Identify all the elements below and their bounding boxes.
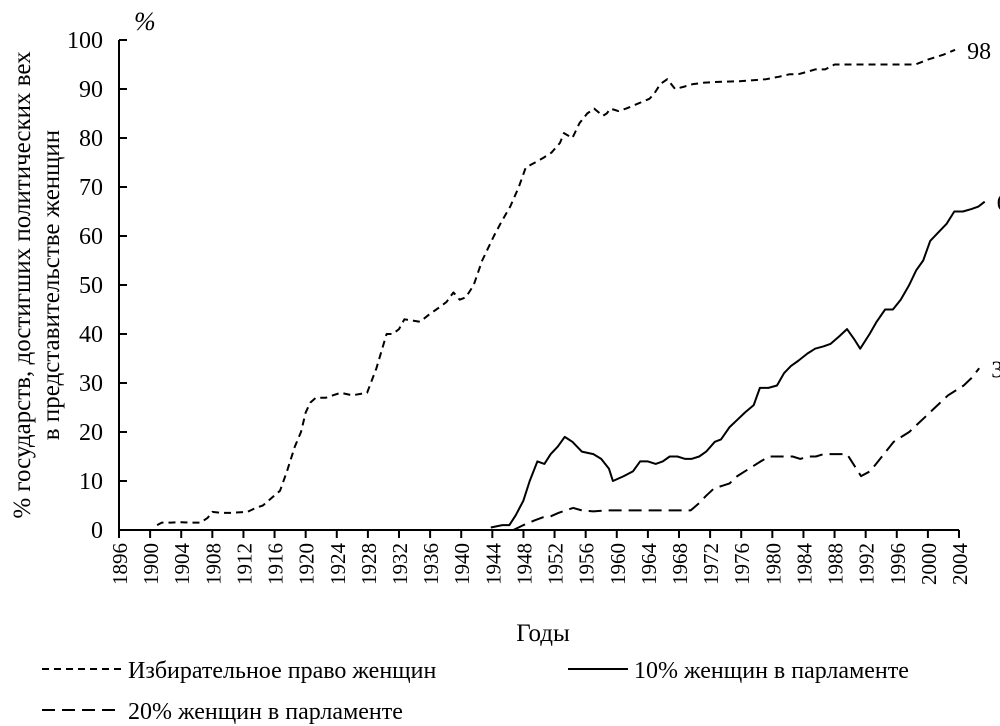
y-tick-label: 100 bbox=[67, 28, 103, 54]
x-tick-label: 1996 bbox=[886, 543, 910, 585]
x-tick-label: 1932 bbox=[388, 543, 412, 585]
x-tick-label: 1956 bbox=[575, 543, 599, 585]
x-axis-title: Годы bbox=[516, 620, 570, 647]
y-tick-label: 60 bbox=[79, 224, 103, 250]
series-end-label-10pct: 67 bbox=[997, 191, 1000, 217]
x-tick-label: 1968 bbox=[668, 543, 692, 585]
series-line-10pct bbox=[490, 200, 986, 529]
x-tick-label: 1908 bbox=[201, 543, 225, 585]
y-tick-label: 0 bbox=[91, 518, 103, 544]
series-line-20pct bbox=[512, 367, 980, 531]
x-tick-label: 1928 bbox=[357, 543, 381, 585]
x-tick-label: 1944 bbox=[481, 543, 505, 586]
x-tick-label: 1912 bbox=[232, 543, 256, 585]
series-end-label-suffrage: 98 bbox=[967, 39, 991, 65]
legend-label-10pct: 10% женщин в парламенте bbox=[634, 658, 909, 684]
x-tick-label: 1984 bbox=[792, 543, 816, 586]
legend-label-suffrage: Избирательное право женщин bbox=[128, 658, 437, 684]
x-tick-label: 1904 bbox=[170, 543, 194, 586]
x-axis: 1896 1900 1904 1908 1912 1916 1920 1924 1928 1932… bbox=[108, 529, 972, 586]
x-tick-label: 2004 bbox=[948, 543, 972, 586]
x-tick-label: 1896 bbox=[108, 543, 132, 585]
y-tick-label: 90 bbox=[79, 77, 103, 103]
x-tick-label: 1952 bbox=[544, 543, 568, 585]
x-tick-label: 1988 bbox=[824, 543, 848, 585]
series-end-label-20pct: 34 bbox=[991, 357, 1000, 383]
y-tick-label: 40 bbox=[79, 322, 103, 348]
y-tick-label: 80 bbox=[79, 126, 103, 152]
y-axis-title-line-1: % государств, достигших политических вех bbox=[9, 51, 36, 519]
x-tick-label: 1980 bbox=[761, 543, 785, 585]
y-axis: 0 10 20 30 40 50 60 70 80 90 100 bbox=[67, 28, 127, 544]
y-tick-label: 30 bbox=[79, 371, 103, 397]
x-tick-label: 1920 bbox=[295, 543, 319, 585]
y-tick-label: 70 bbox=[79, 175, 103, 201]
x-tick-label: 2000 bbox=[917, 543, 941, 585]
y-axis-title-line-2: в представительстве женщин bbox=[38, 130, 65, 440]
x-tick-label: 1972 bbox=[699, 543, 723, 585]
y-axis-unit: % bbox=[134, 7, 156, 36]
x-tick-label: 1964 bbox=[637, 543, 661, 586]
y-tick-label: 10 bbox=[79, 469, 103, 495]
x-tick-label: 1948 bbox=[512, 543, 536, 585]
series-line-suffrage bbox=[156, 48, 956, 526]
plot-area: 98 67 34 bbox=[156, 39, 1000, 531]
x-tick-label: 1976 bbox=[730, 543, 754, 585]
legend: Избирательное право женщин 10% женщин в … bbox=[42, 658, 909, 725]
x-tick-label: 1924 bbox=[326, 543, 350, 586]
legend-label-20pct: 20% женщин в парламенте bbox=[128, 699, 403, 725]
y-tick-label: 50 bbox=[79, 273, 103, 299]
y-tick-label: 20 bbox=[79, 420, 103, 446]
x-tick-label: 1940 bbox=[450, 543, 474, 585]
y-axis-title: % государств, достигших политических вех… bbox=[9, 51, 65, 519]
x-tick-label: 1900 bbox=[139, 543, 163, 585]
x-tick-label: 1992 bbox=[855, 543, 879, 585]
x-tick-label: 1936 bbox=[419, 543, 443, 585]
x-tick-label: 1960 bbox=[606, 543, 630, 585]
x-tick-label: 1916 bbox=[264, 543, 288, 585]
